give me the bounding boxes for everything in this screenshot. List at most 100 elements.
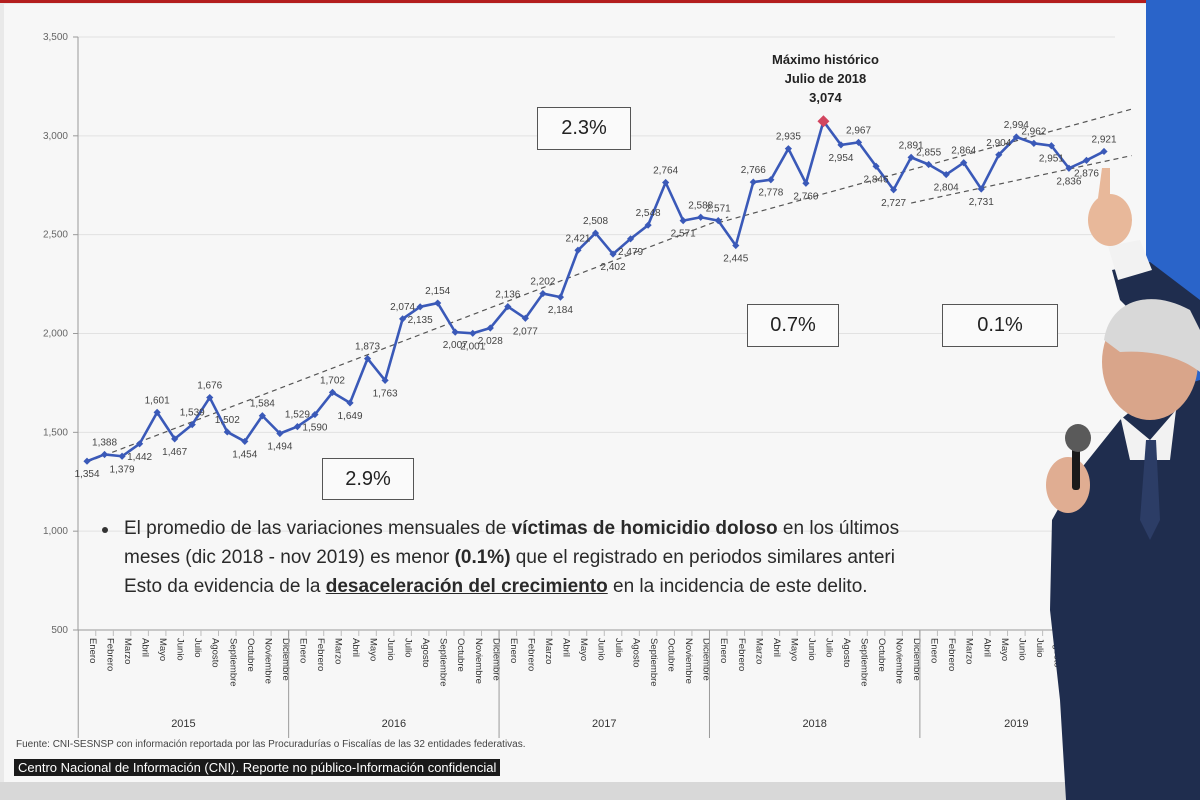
data-point: [1082, 156, 1091, 164]
month-label: Julio: [1034, 638, 1045, 658]
data-label: 1,442: [127, 452, 152, 463]
data-point: [732, 241, 740, 250]
growth-box-2018: 0.7%: [747, 304, 839, 347]
y-tick-label: 3,000: [43, 131, 68, 142]
data-label: 2,135: [408, 315, 433, 326]
year-label: 2016: [382, 718, 406, 730]
year-label: 2015: [171, 718, 195, 730]
data-label: 2,951: [1039, 154, 1064, 165]
data-point: [118, 452, 126, 460]
data-label: 2,727: [881, 198, 906, 209]
data-point: [276, 429, 284, 438]
summary-text: El promedio de las variaciones mensuales…: [124, 514, 1058, 601]
data-point: [416, 303, 424, 311]
growth-box-2019: 0.1%: [942, 304, 1058, 347]
data-label: 2,967: [846, 125, 871, 136]
data-point: [539, 289, 547, 298]
top-border: [0, 0, 1200, 3]
month-label: Enero: [508, 638, 519, 663]
data-point: [153, 408, 161, 416]
month-label: Julio: [403, 638, 414, 658]
y-tick-label: 2,000: [43, 329, 68, 340]
month-label: Marzo: [332, 638, 343, 664]
month-label: Junio: [385, 638, 396, 661]
summary-emphasis: víctimas de homicidio doloso: [511, 518, 778, 539]
data-point: [1065, 164, 1073, 172]
data-point: [556, 293, 565, 301]
data-label: 2,876: [1074, 168, 1099, 179]
growth-value: 0.7%: [770, 314, 816, 336]
growth-box-2017: 2.3%: [537, 107, 631, 150]
growth-box-2015-2016: 2.9%: [322, 458, 414, 500]
month-label: Septiembre: [438, 638, 449, 687]
month-label: Enero: [297, 638, 308, 663]
data-label: 2,571: [671, 229, 696, 240]
data-point: [188, 421, 196, 429]
data-label: 1,590: [302, 423, 327, 434]
confidential-caption: Centro Nacional de Información (CNI). Re…: [14, 759, 501, 776]
data-label: 2,571: [706, 204, 731, 215]
month-label: Agosto: [631, 638, 642, 668]
month-label: Octubre: [455, 638, 466, 672]
month-label: Agosto: [210, 638, 221, 668]
data-label: 2,778: [758, 188, 783, 199]
data-label: 1,539: [180, 408, 205, 419]
x-axis: Enero Febrero Marzo Abril Mayo Junio Julio Agos…: [77, 629, 1115, 738]
summary-text-part: que el registrado en periodos similares …: [510, 547, 895, 568]
month-label: Mayo: [578, 638, 589, 661]
data-label: 2,445: [723, 254, 748, 265]
data-label: 2,954: [828, 153, 853, 164]
month-label: Marzo: [964, 638, 975, 664]
data-point: [434, 299, 442, 307]
data-label: 2,760: [793, 191, 818, 202]
data-point: [872, 162, 880, 170]
month-label: Mayo: [368, 638, 379, 661]
data-point: [206, 393, 214, 402]
data-label: 2,402: [601, 262, 626, 273]
month-label: Noviembre: [473, 638, 484, 684]
month-label: Julio: [613, 638, 624, 658]
data-point: [381, 376, 389, 384]
data-label: 2,731: [969, 197, 994, 208]
month-label: Agosto: [1051, 638, 1062, 668]
month-label: Junio: [596, 638, 607, 661]
data-label: 2,421: [565, 233, 590, 244]
summary-emphasis: (0.1%): [454, 547, 511, 568]
month-label: Abril: [350, 638, 361, 657]
month-label: Febrero: [946, 638, 957, 671]
month-label: Noviembre: [1104, 638, 1115, 684]
month-label: Agosto: [841, 638, 852, 668]
data-label: 1,649: [338, 411, 363, 422]
month-label: Septiembre: [859, 638, 870, 687]
data-point: [328, 388, 337, 397]
y-tick-label: 2,500: [43, 230, 68, 241]
month-label: Agosto: [420, 638, 431, 668]
month-label: Octubre: [666, 638, 677, 672]
source-note: Fuente: CNI-SESNSP con información repor…: [16, 739, 526, 750]
data-point: [504, 303, 512, 311]
month-label: Marzo: [753, 638, 764, 664]
summary-bullet: El promedio de las variaciones mensuales…: [98, 514, 1058, 601]
month-label: Noviembre: [683, 638, 694, 684]
peak-annotation: Máximo histórico Julio de 2018 3,074: [772, 52, 879, 105]
data-point: [311, 410, 319, 419]
data-point: [1047, 142, 1055, 150]
month-label: Septiembre: [1069, 638, 1080, 687]
summary-text-part: Esto da evidencia de la: [124, 576, 326, 597]
data-point: [854, 138, 863, 146]
month-label: Julio: [823, 638, 834, 658]
bottom-band: [0, 782, 1200, 800]
month-label: Noviembre: [894, 638, 905, 684]
month-label: Mayo: [788, 638, 799, 661]
data-label: 2,764: [653, 165, 678, 176]
data-point: [907, 153, 915, 161]
data-point: [171, 435, 179, 443]
data-label: 1,379: [110, 464, 135, 475]
month-label: Mayo: [157, 638, 168, 661]
data-label: 2,846: [864, 174, 889, 185]
data-point: [83, 457, 91, 465]
data-label: 2,935: [776, 132, 801, 143]
summary-text-part: en la incidencia de este delito.: [607, 576, 868, 597]
data-point: [451, 328, 459, 336]
